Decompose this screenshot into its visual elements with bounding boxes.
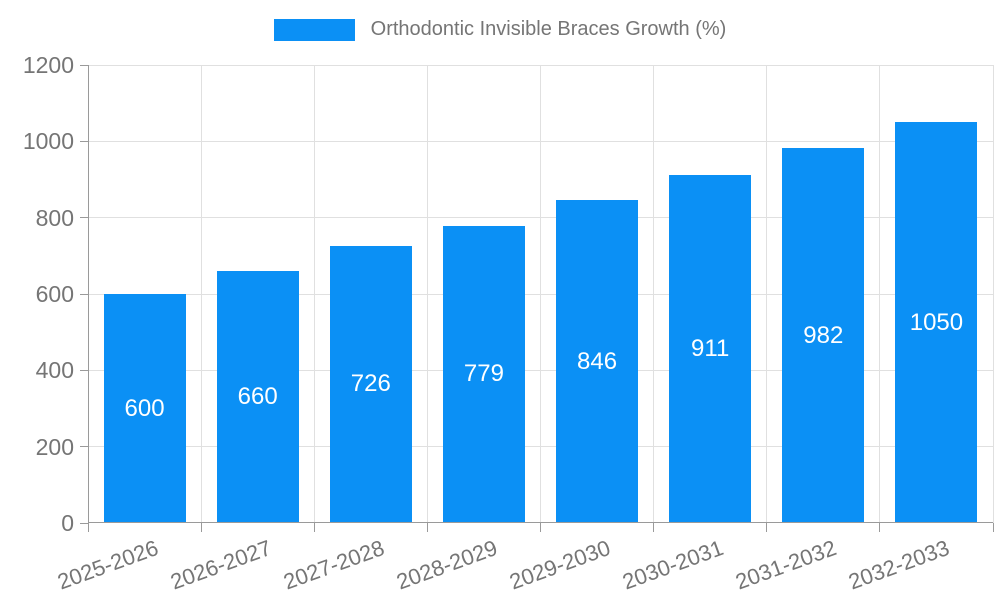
v-gridline-1 — [200, 65, 202, 523]
y-tick-mark-1200 — [80, 64, 88, 66]
bar-value-label: 846 — [577, 347, 618, 375]
v-gridline-8 — [992, 65, 994, 523]
x-tick-mark-5 — [653, 523, 655, 532]
x-tick-label-2031-2032: 2031-2032 — [732, 535, 840, 595]
x-tick-label-2028-2029: 2028-2029 — [393, 535, 501, 595]
bar-2031-2032: 982 — [782, 148, 865, 523]
x-tick-mark-4 — [540, 523, 541, 532]
plot-area: 600 660 726 779 846 911 982 1050 — [88, 64, 994, 523]
y-tick-label-800: 800 — [35, 204, 74, 231]
y-tick-mark-1000 — [80, 140, 88, 142]
bar-2029-2030: 846 — [556, 200, 639, 523]
bar-2026-2027: 660 — [216, 271, 299, 523]
y-tick-mark-400 — [80, 369, 88, 371]
y-axis-line — [88, 65, 89, 523]
y-tick-mark-600 — [80, 293, 88, 295]
x-tick-label-2030-2031: 2030-2031 — [619, 535, 727, 595]
bar-value-label: 1050 — [909, 308, 964, 336]
x-tick-label-2025-2026: 2025-2026 — [53, 535, 162, 595]
x-tick-mark-8 — [992, 523, 994, 532]
y-tick-label-1200: 1200 — [22, 52, 74, 78]
x-tick-mark-0 — [87, 523, 89, 532]
x-tick-label-2029-2030: 2029-2030 — [506, 535, 614, 595]
y-tick-label-1000: 1000 — [22, 128, 74, 155]
bar-2025-2026: 600 — [103, 294, 186, 523]
legend-label: Orthodontic Invisible Braces Growth (%) — [370, 18, 727, 40]
bar-2030-2031: 911 — [669, 175, 752, 523]
bar-value-label: 600 — [124, 394, 165, 422]
x-tick-mark-3 — [426, 523, 428, 532]
bar-2028-2029: 779 — [442, 225, 525, 523]
legend: Orthodontic Invisible Braces Growth (%) — [0, 18, 1000, 41]
y-tick-mark-800 — [80, 217, 88, 219]
bar-value-label: 660 — [237, 383, 278, 411]
v-gridline-7 — [879, 65, 881, 523]
x-tick-mark-6 — [766, 523, 768, 532]
v-gridline-2 — [313, 65, 315, 523]
bar-value-label: 911 — [691, 335, 730, 363]
x-tick-mark-1 — [200, 523, 202, 532]
bar-2032-2033: 1050 — [895, 122, 978, 523]
y-tick-mark-0 — [80, 522, 88, 524]
bar-value-label: 982 — [803, 321, 844, 349]
v-gridline-3 — [426, 65, 428, 523]
x-tick-mark-7 — [879, 523, 881, 532]
x-tick-label-2027-2028: 2027-2028 — [279, 535, 388, 595]
bar-2027-2028: 726 — [329, 245, 412, 523]
y-tick-label-200: 200 — [35, 433, 74, 460]
v-gridline-4 — [540, 65, 541, 523]
bar-value-label: 726 — [350, 370, 391, 398]
y-tick-label-600: 600 — [35, 281, 74, 307]
legend-swatch — [273, 18, 355, 41]
v-gridline-5 — [653, 65, 655, 523]
bar-value-label: 779 — [463, 360, 504, 388]
y-tick-label-0: 0 — [61, 510, 74, 536]
y-tick-mark-200 — [80, 446, 88, 448]
x-tick-label-2032-2033: 2032-2033 — [845, 535, 953, 595]
y-tick-label-400: 400 — [35, 357, 74, 384]
v-gridline-6 — [766, 65, 768, 523]
x-axis-line — [88, 522, 993, 523]
x-tick-mark-2 — [313, 523, 315, 532]
x-tick-label-2026-2027: 2026-2027 — [166, 535, 275, 595]
